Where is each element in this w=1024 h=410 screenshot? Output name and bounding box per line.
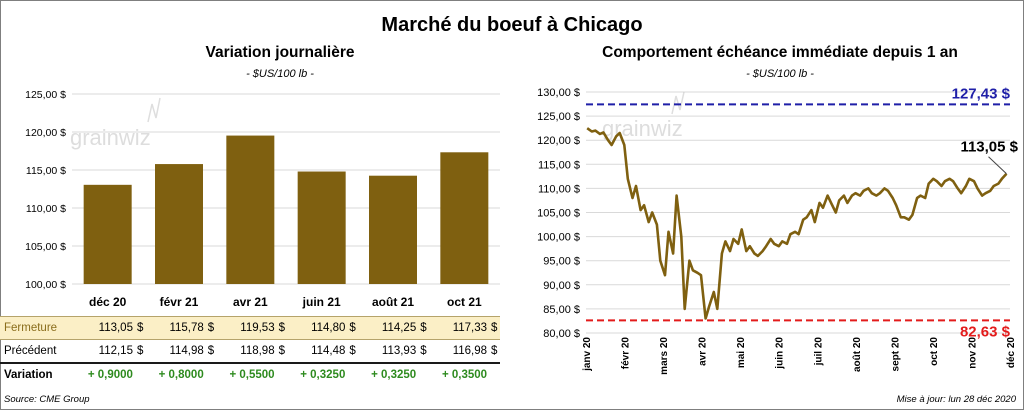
table-row-close: Fermeture 113,05 $ 115,78 $ 119,53 $ 114,80…: [0, 316, 500, 340]
line-chart-title: Comportement échéance immédiate depuis 1…: [602, 44, 958, 61]
main-title: Marché du boeuf à Chicago: [381, 14, 643, 36]
currency: $: [489, 316, 500, 340]
bar-chart-subtitle: - $US/100 lb -: [246, 68, 314, 80]
table-cell: + 0,8000: [158, 369, 204, 381]
row-label: Fermeture: [0, 316, 75, 340]
table-cell: + 0,5500: [229, 369, 275, 381]
currency: $: [205, 339, 217, 364]
table-cell: 119,53: [216, 316, 277, 340]
price-table: Fermeture 113,05 $ 115,78 $ 119,53 $ 114,80…: [0, 316, 500, 386]
table-row-variation: Variation + 0,9000 + 0,8000 + 0,5500 + 0…: [0, 363, 500, 386]
table-cell: + 0,3500: [441, 369, 488, 381]
table-cell: 117,33: [429, 316, 490, 340]
currency: $: [134, 316, 146, 340]
currency: $: [347, 339, 359, 364]
currency: $: [418, 339, 430, 364]
currency: $: [418, 316, 430, 340]
currency: $: [347, 316, 359, 340]
currency: $: [205, 316, 217, 340]
table-cell: 118,98: [216, 339, 277, 364]
table-row-previous: Précédent 112,15 $ 114,98 $ 118,98 $ 114,48…: [0, 339, 500, 364]
table-cell: 113,93: [358, 339, 419, 364]
table-cell: 114,98: [145, 339, 206, 364]
table-cell: 115,78: [145, 316, 206, 340]
bar-chart-title: Variation journalière: [205, 44, 355, 61]
currency: $: [489, 339, 500, 364]
source-note: Source: CME Group: [4, 394, 90, 405]
table-cell: 116,98: [429, 339, 490, 364]
table-cell: 114,48: [287, 339, 348, 364]
table-cell: 112,15: [74, 339, 135, 364]
row-label: Variation: [4, 369, 53, 381]
row-label: Précédent: [0, 339, 75, 364]
table-cell: + 0,3250: [371, 369, 417, 381]
table-cell: 114,25: [358, 316, 419, 340]
table-cell: + 0,3250: [300, 369, 346, 381]
table-cell: 114,80: [287, 316, 348, 340]
currency: $: [134, 339, 146, 364]
line-chart-subtitle: - $US/100 lb -: [746, 68, 814, 80]
table-cell: 113,05: [74, 316, 135, 340]
currency: $: [276, 316, 288, 340]
table-cell: + 0,9000: [87, 369, 133, 381]
currency: $: [276, 339, 288, 364]
update-note: Mise à jour: lun 28 déc 2020: [896, 394, 1016, 405]
